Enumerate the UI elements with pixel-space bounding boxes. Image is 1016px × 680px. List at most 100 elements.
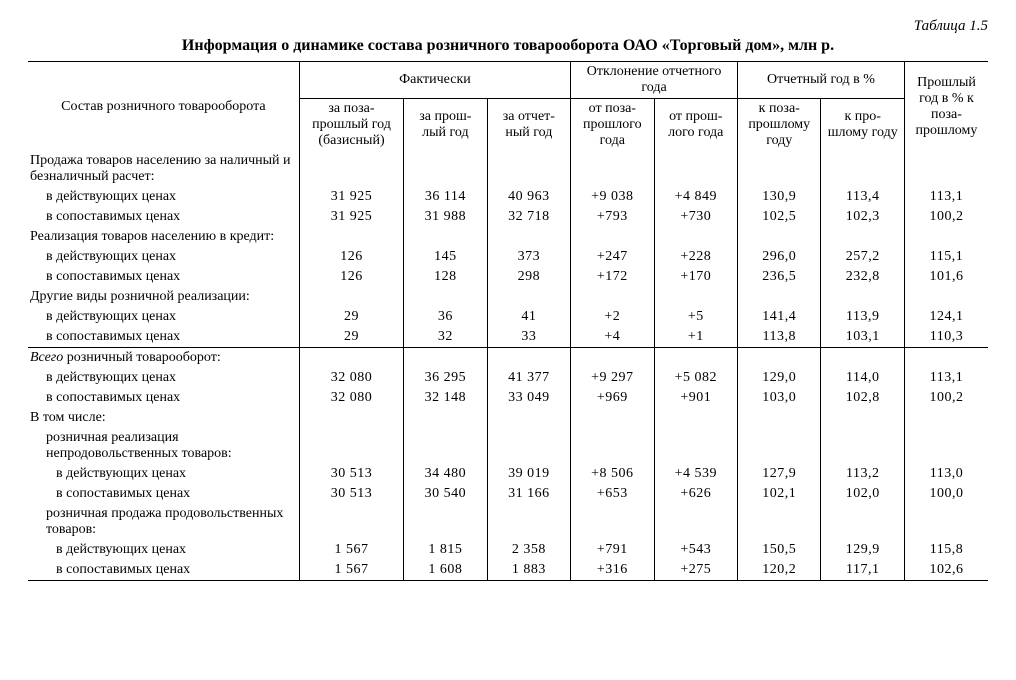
cell: 115,8 bbox=[904, 540, 988, 560]
cell: 102,3 bbox=[821, 207, 904, 227]
cell: 150,5 bbox=[738, 540, 821, 560]
table-row: в действующих ценах126145373+247+228296,… bbox=[28, 247, 988, 267]
cell: +901 bbox=[654, 388, 737, 408]
cell bbox=[404, 151, 487, 187]
cell: 113,0 bbox=[904, 464, 988, 484]
row-label: в действующих ценах bbox=[28, 464, 299, 484]
col-group-actual: Фактически bbox=[299, 62, 570, 99]
row-label: в действующих ценах bbox=[28, 368, 299, 388]
col-group-percent: Отчетный год в % bbox=[738, 62, 905, 99]
cell: 36 114 bbox=[404, 187, 487, 207]
table-row: в сопоставимых ценах32 08032 14833 049+9… bbox=[28, 388, 988, 408]
cell bbox=[904, 504, 988, 540]
cell: 128 bbox=[404, 267, 487, 287]
cell: 113,1 bbox=[904, 187, 988, 207]
cell bbox=[404, 348, 487, 369]
cell: 126 bbox=[299, 267, 403, 287]
table-row: в действующих ценах31 92536 11440 963+9 … bbox=[28, 187, 988, 207]
cell: 1 815 bbox=[404, 540, 487, 560]
cell bbox=[487, 428, 570, 464]
cell: 1 883 bbox=[487, 560, 570, 581]
cell: 100,2 bbox=[904, 388, 988, 408]
table-row: в действующих ценах32 08036 29541 377+9 … bbox=[28, 368, 988, 388]
table-row: Другие виды розничной реализации: bbox=[28, 287, 988, 307]
cell: 145 bbox=[404, 247, 487, 267]
cell: 129,9 bbox=[821, 540, 904, 560]
cell: 102,5 bbox=[738, 207, 821, 227]
cell bbox=[571, 151, 654, 187]
col-header-pct1: к поза- прошлому году bbox=[738, 99, 821, 152]
cell bbox=[904, 227, 988, 247]
cell bbox=[738, 348, 821, 369]
cell: 373 bbox=[487, 247, 570, 267]
row-label: в сопоставимых ценах bbox=[28, 207, 299, 227]
cell bbox=[904, 428, 988, 464]
row-label: в сопоставимых ценах bbox=[28, 388, 299, 408]
cell bbox=[821, 151, 904, 187]
cell bbox=[571, 428, 654, 464]
cell bbox=[487, 408, 570, 428]
cell: +316 bbox=[571, 560, 654, 581]
table-row: в действующих ценах293641+2+5141,4113,91… bbox=[28, 307, 988, 327]
cell bbox=[654, 504, 737, 540]
cell: 33 bbox=[487, 327, 570, 348]
cell: 30 513 bbox=[299, 484, 403, 504]
cell: 113,4 bbox=[821, 187, 904, 207]
row-label: в сопоставимых ценах bbox=[28, 327, 299, 348]
cell: +653 bbox=[571, 484, 654, 504]
cell: 232,8 bbox=[821, 267, 904, 287]
cell: 2 358 bbox=[487, 540, 570, 560]
cell bbox=[738, 151, 821, 187]
cell: 113,8 bbox=[738, 327, 821, 348]
cell bbox=[487, 287, 570, 307]
cell: 30 513 bbox=[299, 464, 403, 484]
cell: +2 bbox=[571, 307, 654, 327]
cell: +275 bbox=[654, 560, 737, 581]
cell: 33 049 bbox=[487, 388, 570, 408]
cell: 298 bbox=[487, 267, 570, 287]
cell: 101,6 bbox=[904, 267, 988, 287]
cell bbox=[738, 287, 821, 307]
cell bbox=[654, 348, 737, 369]
cell: +9 038 bbox=[571, 187, 654, 207]
cell bbox=[821, 227, 904, 247]
cell: 41 377 bbox=[487, 368, 570, 388]
cell bbox=[654, 151, 737, 187]
cell: +1 bbox=[654, 327, 737, 348]
col-header-fact3: за отчет- ный год bbox=[487, 99, 570, 152]
cell bbox=[487, 504, 570, 540]
table-row: в сопоставимых ценах126128298+172+170236… bbox=[28, 267, 988, 287]
table-row: в сопоставимых ценах30 51330 54031 166+6… bbox=[28, 484, 988, 504]
cell: +791 bbox=[571, 540, 654, 560]
cell bbox=[571, 227, 654, 247]
row-label: розничная реализация непродовольственных… bbox=[28, 428, 299, 464]
cell: +543 bbox=[654, 540, 737, 560]
cell: 32 080 bbox=[299, 388, 403, 408]
cell: +4 539 bbox=[654, 464, 737, 484]
cell bbox=[299, 408, 403, 428]
cell: 39 019 bbox=[487, 464, 570, 484]
row-label: в действующих ценах bbox=[28, 187, 299, 207]
turnover-table: Состав розничного товарооборота Фактичес… bbox=[28, 61, 988, 581]
cell bbox=[821, 408, 904, 428]
table-row: Реализация товаров населению в кредит: bbox=[28, 227, 988, 247]
cell: 29 bbox=[299, 307, 403, 327]
cell bbox=[404, 504, 487, 540]
cell: 32 148 bbox=[404, 388, 487, 408]
cell: 34 480 bbox=[404, 464, 487, 484]
cell: +5 bbox=[654, 307, 737, 327]
cell: +969 bbox=[571, 388, 654, 408]
cell bbox=[738, 408, 821, 428]
cell bbox=[821, 348, 904, 369]
cell bbox=[738, 504, 821, 540]
cell bbox=[487, 227, 570, 247]
cell: 1 608 bbox=[404, 560, 487, 581]
cell: 102,6 bbox=[904, 560, 988, 581]
cell bbox=[404, 227, 487, 247]
cell bbox=[571, 408, 654, 428]
cell bbox=[738, 428, 821, 464]
cell: 130,9 bbox=[738, 187, 821, 207]
cell: 236,5 bbox=[738, 267, 821, 287]
row-label: в сопоставимых ценах bbox=[28, 484, 299, 504]
table-row: розничная продажа продовольственных това… bbox=[28, 504, 988, 540]
